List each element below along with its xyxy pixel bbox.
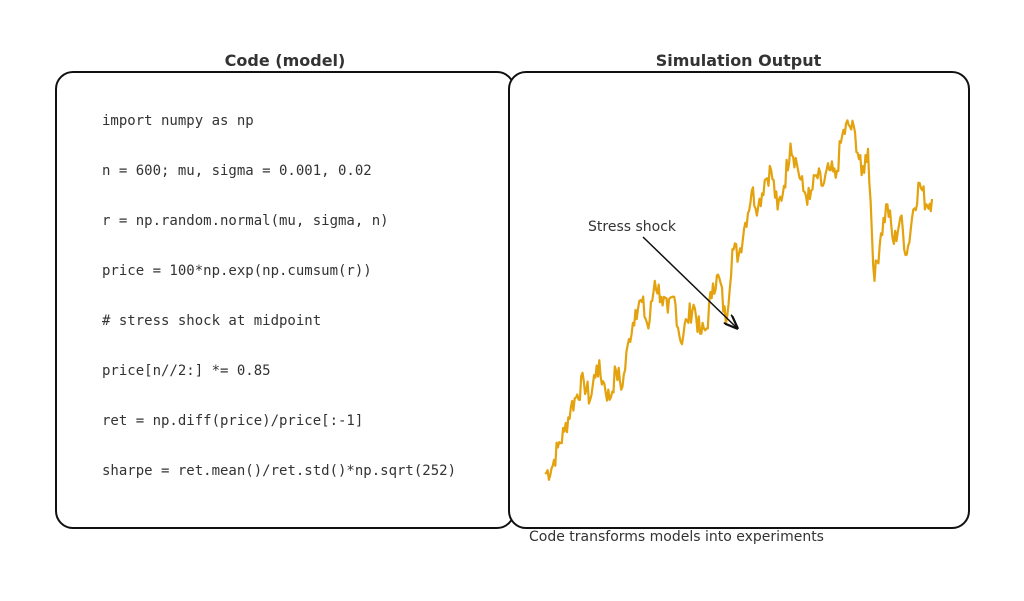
code-line-1: import numpy as np: [102, 113, 254, 129]
code-line-2: n = 600; mu, sigma = 0.001, 0.02: [102, 163, 372, 179]
code-line-5: # stress shock at midpoint: [102, 313, 322, 329]
price-series-line: [544, 119, 934, 481]
code-line-7: ret = np.diff(price)/price[:-1]: [102, 413, 364, 429]
code-line-6: price[n//2:] *= 0.85: [102, 363, 271, 379]
figure-caption: Code transforms models into experiments: [529, 529, 824, 545]
code-panel-title: Code (model): [224, 51, 346, 70]
stress-shock-arrow: [642, 236, 737, 328]
output-panel-title: Simulation Output: [655, 51, 822, 70]
output-panel: [508, 71, 970, 529]
code-line-4: price = 100*np.exp(np.cumsum(r)): [102, 263, 372, 279]
stress-shock-label: Stress shock: [588, 219, 677, 235]
code-panel: import numpy as np n = 600; mu, sigma = …: [55, 71, 515, 529]
code-line-3: r = np.random.normal(mu, sigma, n): [102, 213, 389, 229]
code-line-8: sharpe = ret.mean()/ret.std()*np.sqrt(25…: [102, 463, 457, 479]
